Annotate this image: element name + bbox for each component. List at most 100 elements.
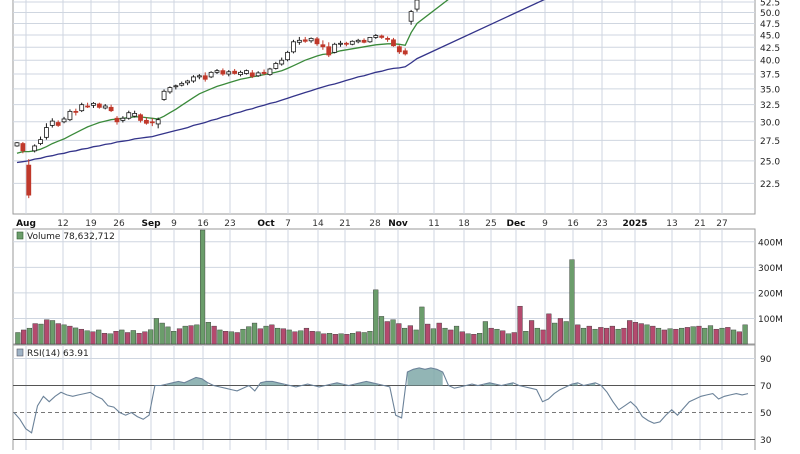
candle-body [291,41,296,53]
date-tick-label: Nov [388,219,408,229]
volume-bar [615,328,621,345]
volume-bar [690,326,696,345]
volume-bar [378,316,385,345]
price-panel-bg [12,0,756,215]
candle-body [20,143,26,152]
volume-bar [563,321,569,345]
volume-bar [552,322,558,345]
candle-body [196,75,202,78]
volume-bar [673,328,679,345]
rsi-tick-label: 90 [760,355,772,365]
candle-body [273,63,279,69]
candle-body [96,103,102,108]
date-tick-label: Oct [257,219,275,229]
price-tick-label: 30.0 [760,118,780,128]
volume-bar [234,332,240,345]
rsi-line [13,367,749,434]
volume-bar [604,327,610,345]
date-tick-label: 18 [458,219,470,229]
candle-body [408,11,414,22]
date-tick-label: 14 [312,219,324,229]
volume-bar [505,333,512,345]
volume-bar [240,328,246,345]
candle-body [73,110,79,113]
candle-body [208,71,214,78]
rsi-tick-label: 50 [760,409,772,419]
candle-body [132,113,138,117]
volume-bar [96,329,102,345]
volume-bar [627,320,633,345]
candle-body [44,127,49,138]
volume-bar [251,322,258,345]
volume-bar [725,327,731,345]
volume-bar [511,332,517,345]
candle-body [238,71,243,76]
volume-bar [332,334,338,345]
volume-bar [419,306,425,345]
candle-body [32,145,38,152]
volume-bar [194,324,200,345]
volume-bar [586,325,592,345]
candle-body [373,35,379,38]
date-tick-label: 19 [85,219,97,229]
volume-tick-label: 200M [758,289,783,299]
price-tick-label: 37.5 [760,71,780,81]
date-tick-label: 23 [224,219,235,229]
volume-bar [494,328,500,345]
candle-body [296,39,302,43]
volume-bar [528,320,535,345]
price-tick-label: 27.5 [760,137,780,147]
volume-bar [176,328,183,345]
candle-body [349,40,355,45]
candle-body [55,122,61,126]
candle-body [167,87,173,93]
volume-bar [436,322,442,345]
volume-bar [159,322,165,345]
volume-bar [459,331,465,345]
price-panel: 22.5 25.0 27.5 30.0 32.5 35.0 37.5 40.0 42.5 45.0… [12,0,780,215]
volume-tick-label: 400M [758,238,783,248]
candle-body [391,39,396,47]
candle-body [314,38,320,45]
candle-body [126,112,132,119]
volume-bar [275,327,281,345]
volume-y-axis: 100M 200M 300M 400M [758,238,783,325]
volume-bar [217,329,223,345]
rsi-overbought-fill [407,367,443,386]
date-tick-label: 9 [171,219,177,229]
candle-body [320,44,326,48]
candle-body [91,102,96,106]
candle-body [120,117,126,121]
volume-bar [338,333,344,345]
volume-bar [32,323,38,345]
candle-body [379,35,385,38]
candle-body [179,82,185,86]
candle-body [308,37,314,42]
volume-bar [569,259,575,345]
moving-average-lines [16,0,545,164]
volume-bar [107,333,113,345]
volume-bar [101,333,108,345]
volume-bar [350,333,356,345]
candle-body [302,39,308,42]
candle-body [332,43,338,53]
volume-bar [315,331,321,345]
candle-body [67,110,73,121]
volume-bar [257,328,263,345]
candle-body [185,80,190,84]
date-tick-label: 26 [113,219,125,229]
candle-body [79,104,85,112]
volume-bar [465,333,471,345]
date-tick-label: 27 [716,219,727,229]
date-tick-label: 11 [428,219,439,229]
volume-bar [598,327,604,345]
candle-body [49,120,55,126]
volume-bar [263,325,269,345]
candle-body [202,75,208,80]
rsi-panel: 30 50 70 90 RSI(14) 63.91 [12,344,772,454]
volume-bar [707,325,714,345]
volume-bar [228,331,235,345]
volume-bar [280,328,286,345]
rsi-grid [13,345,755,453]
volume-bar [73,327,79,345]
